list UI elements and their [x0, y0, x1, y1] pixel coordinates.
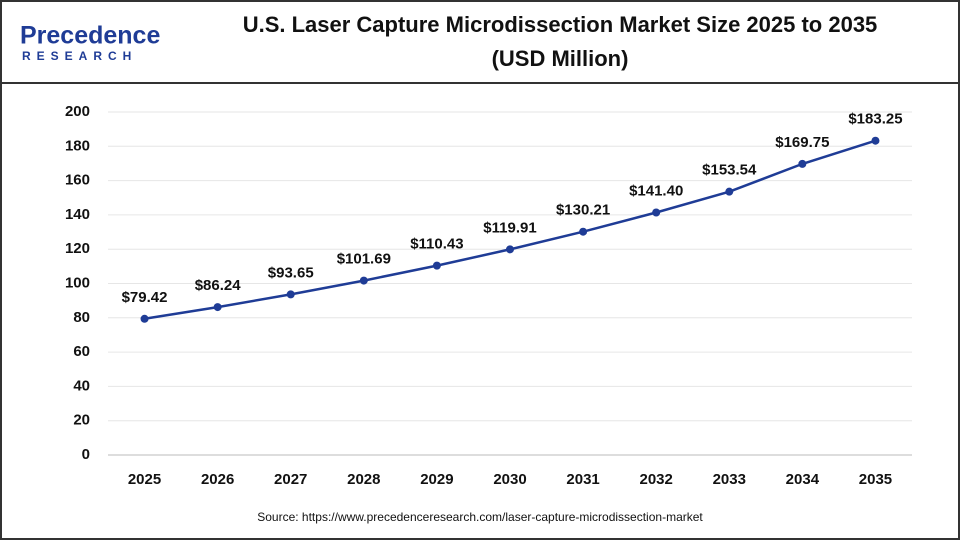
data-point: [725, 187, 734, 196]
data-label: $86.24: [195, 277, 242, 294]
y-tick-label: 200: [65, 103, 90, 120]
x-tick-label: 2027: [274, 471, 307, 488]
x-tick-label: 2025: [128, 471, 161, 488]
y-tick-label: 160: [65, 172, 90, 189]
x-tick-label: 2035: [859, 471, 892, 488]
x-tick-label: 2029: [420, 471, 453, 488]
data-label: $93.65: [268, 264, 314, 281]
data-point: [798, 159, 807, 168]
y-tick-label: 20: [73, 412, 90, 429]
data-label: $169.75: [775, 134, 829, 151]
data-label: $183.25: [848, 111, 902, 128]
y-tick-label: 40: [73, 377, 90, 394]
x-tick-label: 2030: [493, 471, 526, 488]
source: Source: https://www.precedenceresearch.c…: [257, 510, 703, 524]
y-tick-label: 140: [65, 206, 90, 223]
data-point: [140, 314, 149, 323]
y-tick-label: 100: [65, 274, 90, 291]
data-point: [652, 208, 661, 217]
data-point: [286, 290, 295, 299]
chart-title: U.S. Laser Capture Microdissection Marke…: [243, 12, 878, 37]
logo-tagline: RESEARCH: [22, 49, 137, 63]
y-tick-label: 0: [82, 446, 90, 463]
data-label: $79.42: [122, 289, 168, 306]
x-tick-label: 2031: [566, 471, 599, 488]
data-label: $119.91: [483, 219, 536, 236]
logo-name: Precedence: [20, 22, 160, 50]
x-tick-label: 2033: [713, 471, 746, 488]
x-tick-label: 2032: [639, 471, 672, 488]
data-point: [506, 245, 514, 254]
data-label: $110.43: [410, 236, 463, 253]
x-tick-label: 2026: [201, 471, 234, 488]
data-label: $130.21: [556, 202, 610, 219]
x-tick-label: 2034: [786, 471, 820, 488]
data-point: [213, 303, 222, 312]
y-tick-label: 120: [65, 240, 90, 257]
data-label: $141.40: [629, 182, 683, 199]
y-tick-label: 60: [73, 343, 90, 360]
data-point: [359, 276, 368, 285]
chart-title: (USD Million): [492, 46, 629, 71]
data-point: [579, 227, 588, 236]
data-point: [871, 136, 880, 145]
x-tick-label: 2028: [347, 471, 380, 488]
data-label: $153.54: [702, 162, 757, 179]
y-tick-label: 180: [65, 137, 90, 154]
y-tick-label: 80: [73, 309, 90, 326]
data-point: [432, 261, 441, 270]
data-label: $101.69: [337, 251, 391, 268]
